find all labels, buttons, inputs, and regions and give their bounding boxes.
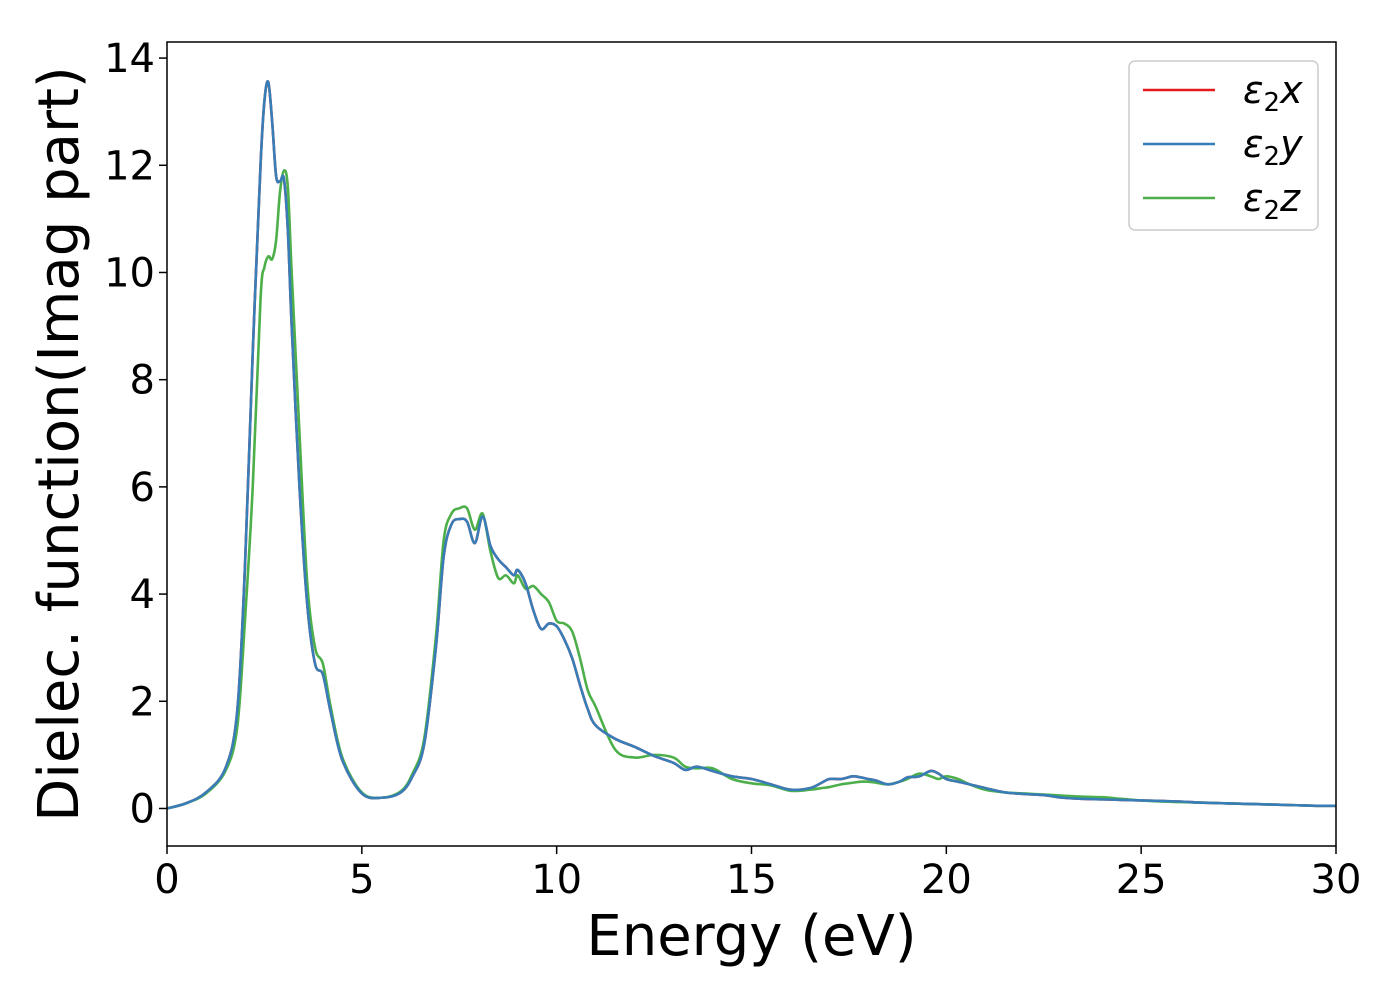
y-axis: 0 2 4 6 8 10 12 14 [104,36,167,832]
x-axis-label: Energy (eV) [586,904,916,969]
x-tick-label: 15 [726,857,777,903]
y-tick-label: 4 [130,572,155,618]
y-axis-label: Dielec. function(Imag part) [27,66,92,822]
x-tick-label: 20 [921,857,972,903]
y-tick-label: 10 [104,250,155,296]
x-tick-label: 30 [1311,857,1362,903]
x-tick-label: 0 [154,857,179,903]
y-tick-label: 8 [130,358,155,404]
y-tick-label: 0 [130,786,155,832]
legend-label-y: ε2y [1243,122,1303,172]
legend-label-z: ε2z [1243,176,1301,226]
y-tick-label: 6 [130,465,155,511]
legend-box [1128,60,1319,231]
series-layer [167,80,1336,810]
legend-label-x: ε2x [1243,68,1303,118]
series-line-y [167,80,1336,810]
y-tick-label: 12 [104,143,155,189]
x-tick-label: 5 [349,857,374,903]
x-tick-label: 10 [531,857,582,903]
y-tick-label: 14 [104,36,155,82]
x-axis: 0 5 10 15 20 25 30 [154,846,1361,903]
x-tick-label: 25 [1116,857,1167,903]
y-tick-label: 2 [130,679,155,725]
